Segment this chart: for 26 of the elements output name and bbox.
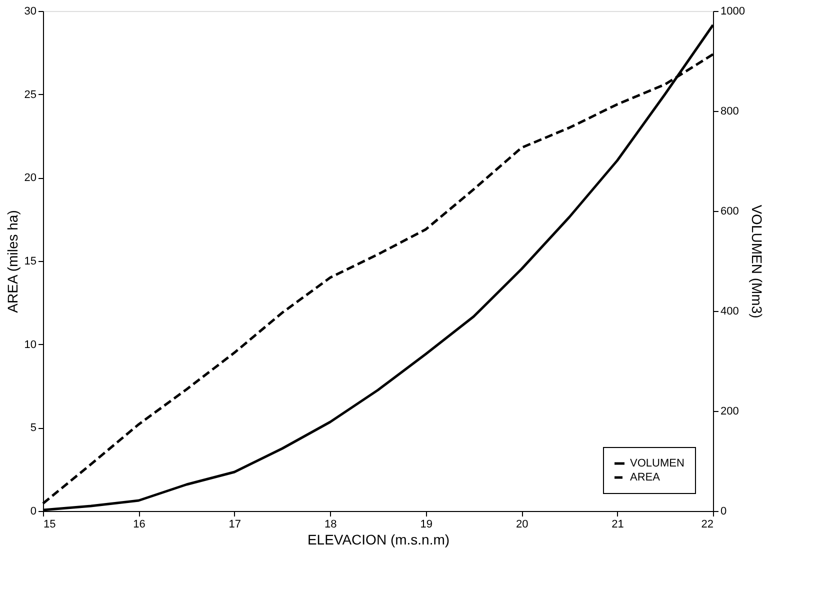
- x-tick-label: 17: [228, 518, 242, 530]
- y2-tick-label: 400: [720, 306, 739, 318]
- y-tick-label: 30: [24, 6, 36, 18]
- y-axis-title: AREA (miles ha): [4, 210, 20, 313]
- x-tick-label: 20: [516, 518, 528, 530]
- y2-tick-label: 200: [720, 406, 739, 418]
- x-tick-label: 21: [612, 518, 624, 530]
- x-axis-title: ELEVACION (m.s.n.m): [307, 532, 450, 548]
- y-tick-label: 10: [24, 338, 36, 351]
- y-tick-label: 15: [24, 256, 36, 268]
- x-tick-label: 16: [133, 518, 146, 530]
- x-tick-label: 15: [44, 518, 56, 530]
- y2-axis-title: VOLUMEN (Mm3): [748, 204, 765, 318]
- x-tick-label: 19: [420, 518, 432, 530]
- y-tick-label: 25: [24, 88, 36, 101]
- y-tick-label: 20: [24, 172, 36, 184]
- legend-label: VOLUMEN: [630, 458, 684, 470]
- x-tick-label: 18: [324, 518, 337, 530]
- y2-tick-label: 1000: [720, 6, 745, 18]
- y2-tick-label: 0: [720, 506, 727, 518]
- y-tick-label: 5: [30, 422, 36, 434]
- x-tick-label: 22: [701, 518, 714, 530]
- y-tick-label: 0: [30, 506, 36, 518]
- y2-tick-label: 600: [720, 206, 739, 218]
- legend-label: AREA: [630, 472, 661, 484]
- y2-tick-label: 800: [720, 106, 739, 118]
